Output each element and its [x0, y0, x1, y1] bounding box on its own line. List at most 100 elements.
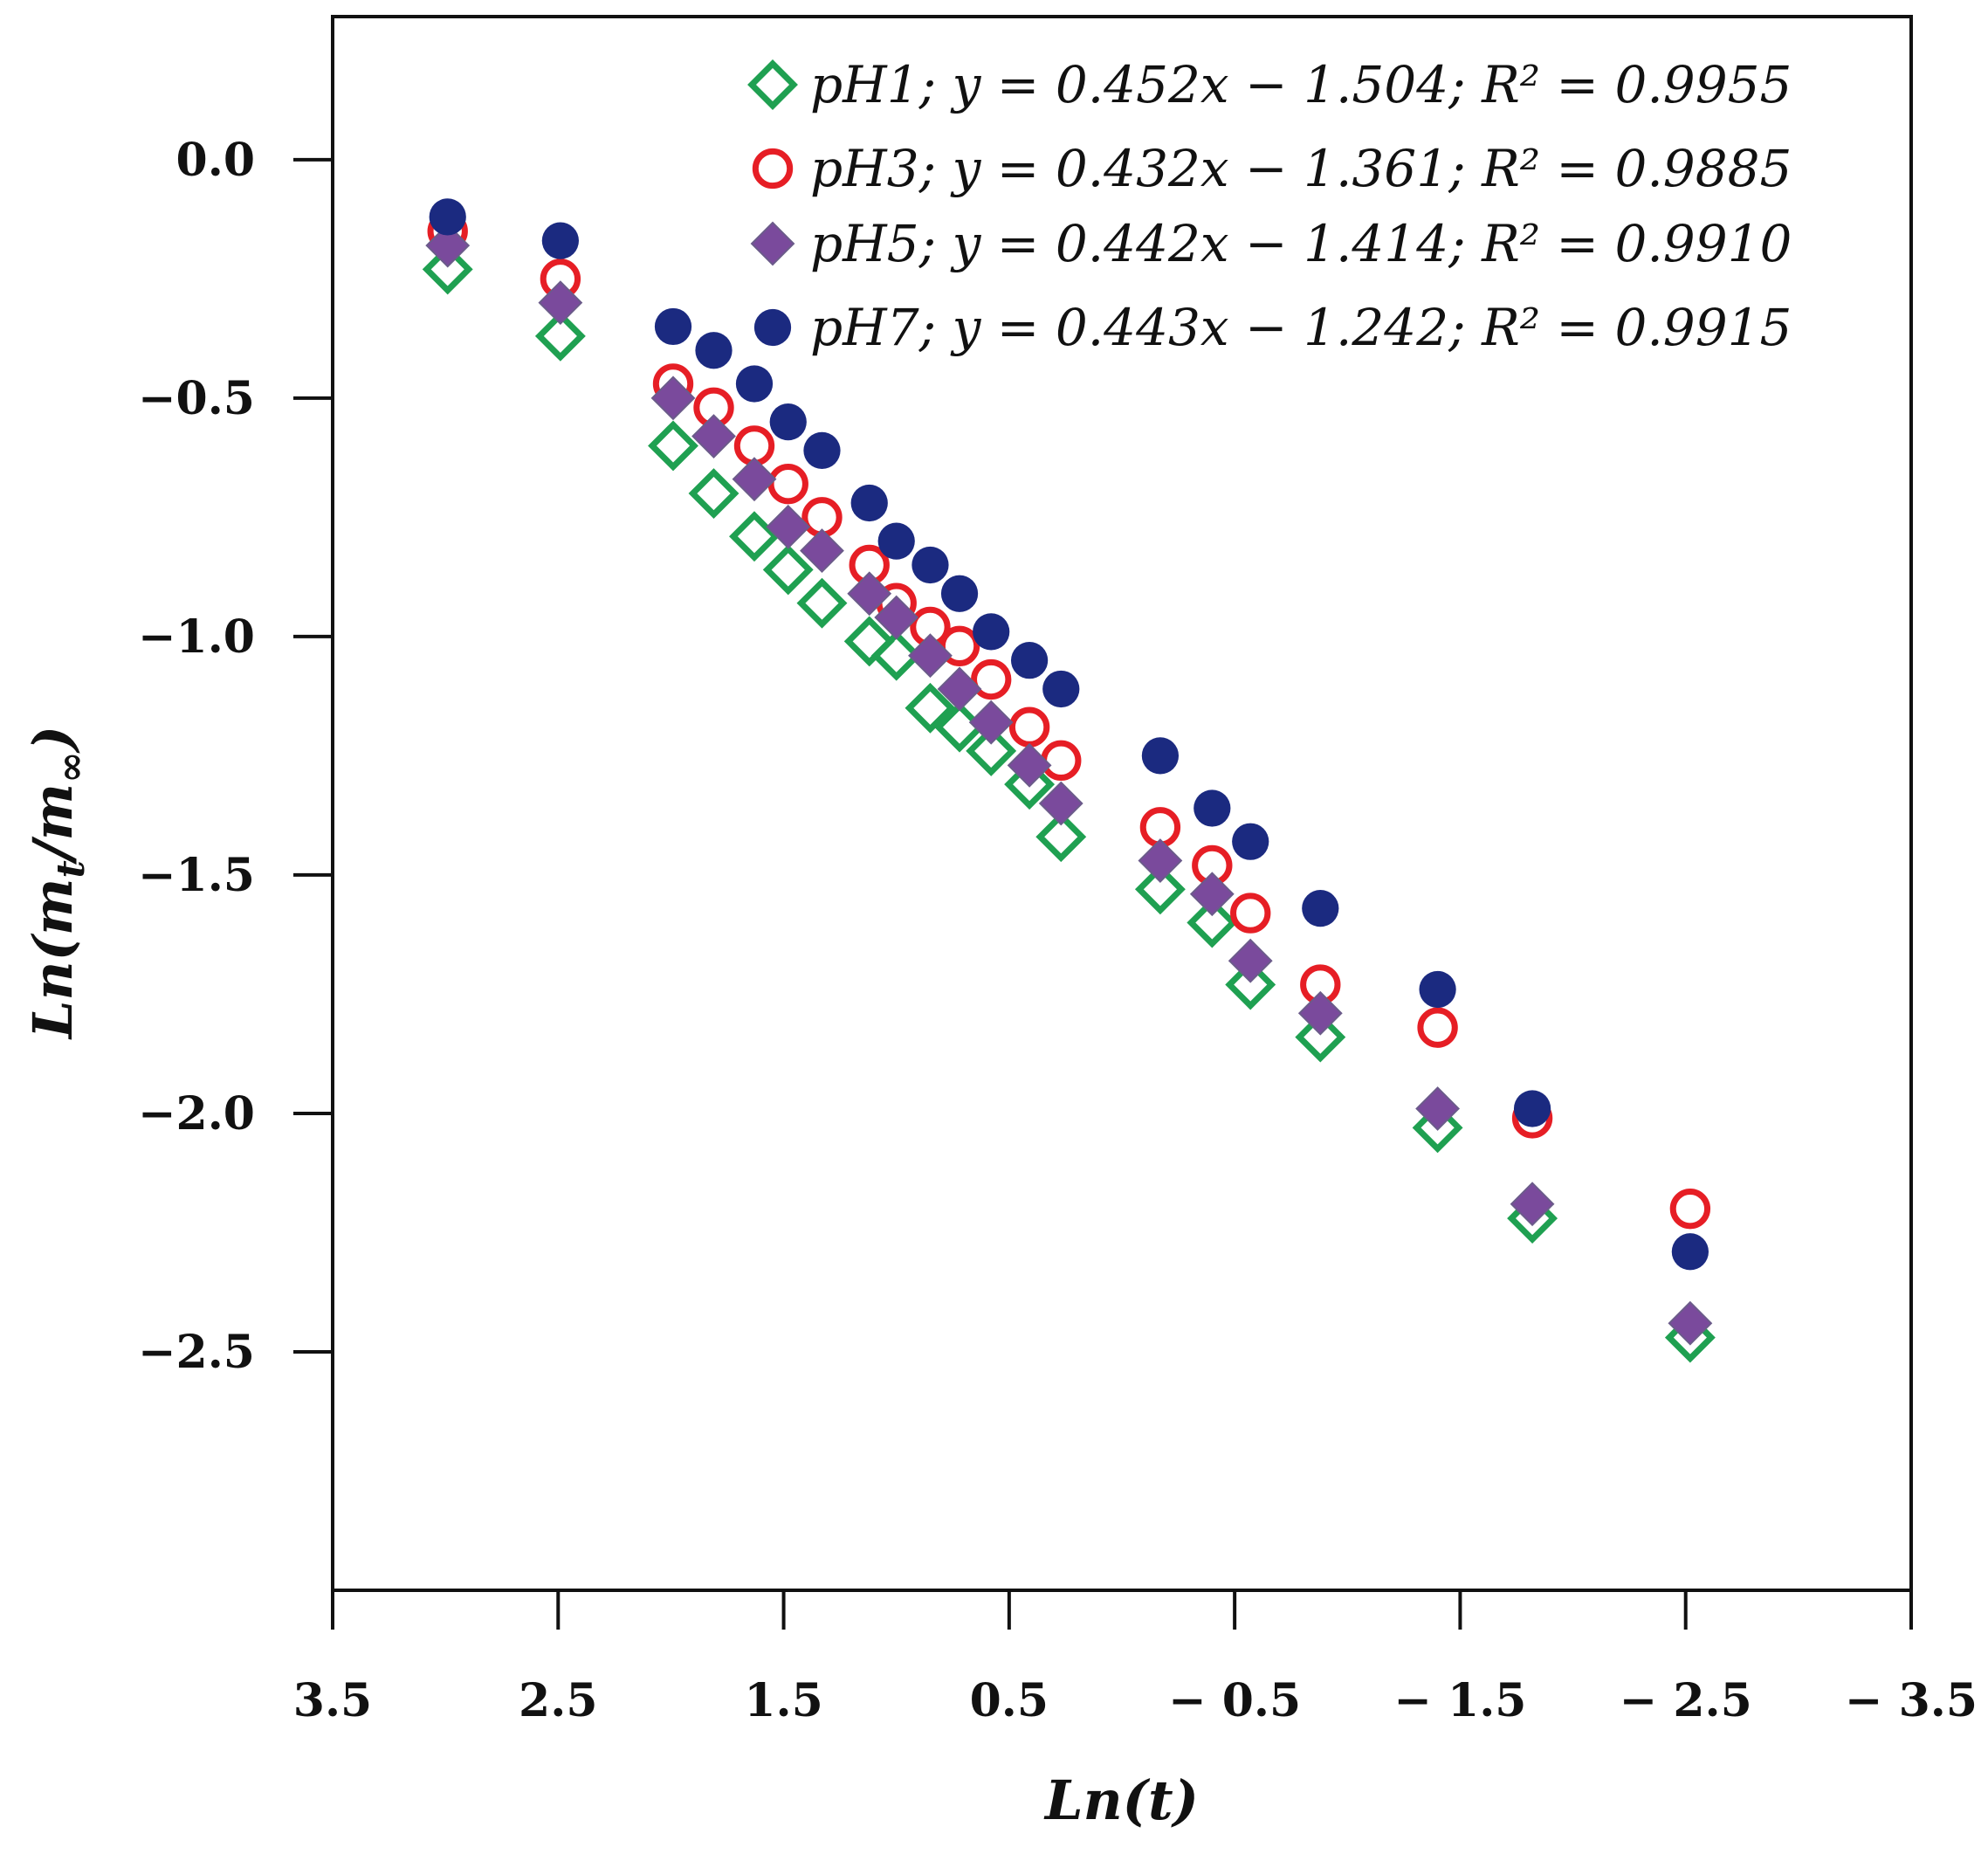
x-axis: 3.5 2.5 1.5 0.5 − 0.5 − 1.5 − 2.5 − 3.5 [293, 1590, 1978, 1727]
x-tick-label: 2.5 [519, 1674, 597, 1727]
legend-marker-ph1 [747, 59, 798, 110]
data-point-ph5 [908, 633, 953, 679]
data-point-ph5 [1668, 1300, 1713, 1346]
x-tick-label: 0.5 [970, 1674, 1049, 1727]
data-point-ph7 [1302, 890, 1339, 927]
legend-entry-ph5: pH5; y = 0.442x − 1.414; R² = 0.9910 [810, 214, 1792, 273]
data-point-ph7 [850, 484, 888, 522]
data-point-ph3 [971, 658, 1012, 700]
data-point-ph1 [870, 630, 922, 681]
series-ph7 [429, 198, 1709, 1271]
data-point-ph7 [1042, 670, 1080, 708]
data-point-ph5 [1297, 990, 1343, 1036]
data-point-ph5 [538, 280, 583, 326]
data-point-ph7 [1141, 737, 1180, 775]
x-tick-label: − 1.5 [1393, 1674, 1526, 1727]
data-point-ph3 [1669, 1188, 1711, 1230]
data-point-ph5 [847, 571, 892, 617]
data-point-ph3 [767, 463, 808, 505]
legend-marker-ph5 [750, 221, 795, 266]
data-point-ph7 [541, 222, 579, 259]
y-tick-label: 0.0 [176, 134, 255, 187]
y-tick-label: −2.0 [138, 1087, 255, 1141]
data-point-ph1 [1004, 759, 1056, 810]
legend: pH1; y = 0.452x − 1.504; R² = 0.9955 pH3;… [747, 55, 1792, 357]
data-point-ph7 [429, 198, 466, 236]
legend-entry-ph7: pH7; y = 0.443x − 1.242; R² = 0.9915 [810, 298, 1792, 357]
data-points [422, 198, 1716, 1363]
data-point-ph5 [650, 376, 696, 421]
data-point-ph7 [695, 332, 733, 369]
data-point-ph1 [688, 468, 739, 520]
x-axis-title: Ln(t) [1043, 1768, 1199, 1832]
data-point-ph7 [877, 522, 915, 560]
data-point-ph7 [769, 403, 807, 441]
data-point-ph7 [803, 431, 841, 470]
data-point-ph1 [1035, 811, 1087, 863]
data-point-ph3 [1417, 1007, 1458, 1048]
data-point-ph1 [796, 577, 848, 629]
data-point-ph7 [1671, 1233, 1709, 1271]
y-axis-title: Ln(mt/m∞) [21, 726, 93, 1040]
data-point-ph1 [1134, 864, 1186, 915]
data-point-ph1 [1225, 959, 1276, 1010]
data-point-ph1 [762, 544, 814, 596]
data-point-ph7 [654, 307, 692, 346]
data-point-ph3 [1230, 893, 1271, 934]
data-point-ph1 [729, 511, 780, 562]
x-tick-label: − 2.5 [1620, 1674, 1752, 1727]
data-point-ph3 [1008, 706, 1050, 748]
legend-marker-ph7 [753, 308, 792, 347]
data-point-ph5 [874, 595, 919, 640]
data-point-ph5 [1007, 742, 1052, 788]
data-point-ph5 [425, 223, 471, 268]
data-point-ph3 [1041, 740, 1082, 782]
data-point-ph7 [940, 575, 979, 612]
data-point-ph1 [966, 725, 1017, 776]
series-ph5 [425, 223, 1713, 1346]
data-point-ph5 [1138, 838, 1183, 883]
data-point-ph5 [937, 666, 982, 712]
y-tick-label: −1.5 [138, 849, 255, 902]
data-point-ph7 [911, 546, 949, 584]
series-ph3 [427, 210, 1711, 1230]
data-point-ph7 [1419, 970, 1456, 1009]
data-point-ph7 [1193, 789, 1231, 827]
data-point-ph5 [691, 414, 736, 458]
data-point-ph5 [1510, 1182, 1555, 1227]
x-tick-label: 3.5 [293, 1674, 372, 1727]
data-point-ph7 [1232, 823, 1269, 860]
data-point-ph1 [422, 244, 473, 295]
y-tick-label: −2.5 [138, 1326, 255, 1379]
legend-marker-ph3 [752, 148, 794, 190]
data-point-ph1 [843, 616, 895, 667]
data-point-ph5 [1189, 872, 1235, 917]
legend-entry-ph1: pH1; y = 0.452x − 1.504; R² = 0.9955 [810, 55, 1792, 114]
data-point-ph1 [1187, 897, 1238, 948]
data-point-ph1 [905, 682, 956, 734]
data-point-ph7 [1513, 1090, 1551, 1127]
data-point-ph7 [735, 365, 774, 403]
legend-entry-ph3: pH3; y = 0.432x − 1.361; R² = 0.9885 [810, 139, 1792, 198]
data-point-ph5 [1415, 1086, 1461, 1131]
x-tick-label: − 3.5 [1845, 1674, 1978, 1727]
data-point-ph7 [1010, 642, 1049, 679]
data-point-ph5 [766, 504, 811, 549]
data-point-ph5 [1038, 781, 1083, 826]
y-tick-label: −1.0 [138, 610, 255, 664]
x-tick-label: − 0.5 [1168, 1674, 1301, 1727]
data-point-ph5 [732, 457, 777, 502]
data-point-ph1 [1412, 1102, 1463, 1154]
data-point-ph5 [1228, 938, 1273, 983]
y-tick-label: −0.5 [138, 372, 255, 425]
data-point-ph1 [648, 420, 698, 472]
y-axis: 0.0 −0.5 −1.0 −1.5 −2.0 −2.5 [138, 134, 333, 1379]
data-point-ph5 [968, 700, 1014, 745]
plot-frame [331, 15, 1913, 1592]
data-point-ph7 [973, 613, 1010, 651]
x-tick-label: 1.5 [744, 1674, 822, 1727]
data-point-ph5 [800, 528, 844, 574]
series-ph1 [422, 244, 1716, 1363]
data-point-ph1 [1295, 1011, 1346, 1063]
